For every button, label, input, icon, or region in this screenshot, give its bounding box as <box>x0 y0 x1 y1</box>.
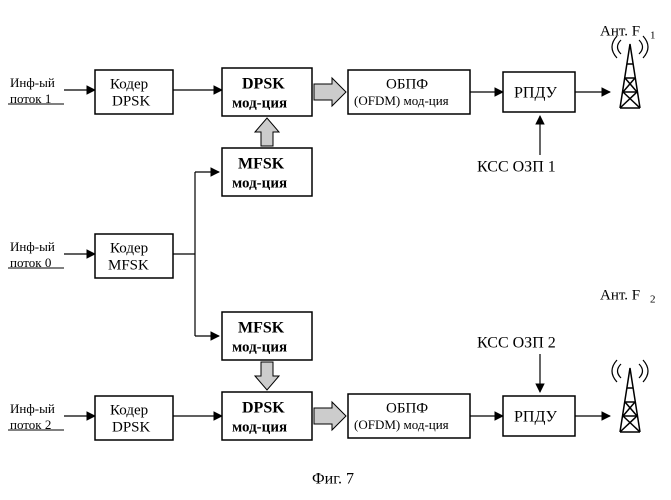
rpdu-2: РПДУ <box>503 396 575 436</box>
coder-dpsk-2: Кодер DPSK <box>95 396 173 440</box>
thick-arrow-dpsk1-ofdm1 <box>314 78 346 106</box>
coder-dpsk-2-l2: DPSK <box>112 419 151 435</box>
caption: Фиг. 7 <box>312 471 354 488</box>
branch-lines <box>173 172 219 336</box>
mfsk-mod-2-l2: мод-ция <box>232 339 287 355</box>
dpsk-mod-2: DPSK мод-ция <box>222 392 312 440</box>
ofdm-1: ОБПФ (OFDM) мод-ция <box>348 70 470 114</box>
dpsk-mod-1: DPSK мод-ция <box>222 68 312 116</box>
coder-dpsk-1: Кодер DPSK <box>95 70 173 114</box>
ant1-sub: 1 <box>650 30 656 42</box>
mfsk-mod-2: MFSK мод-ция <box>222 312 312 360</box>
kss-1-label: КСС ОЗП 1 <box>477 159 556 176</box>
coder-dpsk-1-l2: DPSK <box>112 93 151 109</box>
ofdm-2-l2: (OFDM) мод-ция <box>354 417 449 432</box>
ant2-label: Ант. F <box>600 287 640 303</box>
antenna-1: Ант. F 1 <box>600 23 656 108</box>
stream0-label-line1: Инф-ый <box>10 239 55 254</box>
antenna-2: Ант. F 2 <box>600 287 656 432</box>
thick-arrow-mfsk1-dpsk1 <box>255 118 279 146</box>
dpsk-mod-1-l1: DPSK <box>242 76 285 93</box>
ofdm-2-l1: ОБПФ <box>386 400 428 416</box>
thick-arrow-mfsk2-dpsk2 <box>255 362 279 390</box>
coder-dpsk-2-l1: Кодер <box>110 402 148 418</box>
kss-2-label: КСС ОЗП 2 <box>477 335 556 352</box>
stream1-label-line1: Инф-ый <box>10 75 55 90</box>
mfsk-mod-1: MFSK мод-ция <box>222 148 312 196</box>
dpsk-mod-1-l2: мод-ция <box>232 95 287 111</box>
ofdm-1-l1: ОБПФ <box>386 76 428 92</box>
mfsk-mod-1-l1: MFSK <box>238 156 285 173</box>
ant1-label: Ант. F <box>600 23 640 39</box>
coder-dpsk-1-l1: Кодер <box>110 76 148 92</box>
mfsk-mod-1-l2: мод-ция <box>232 175 287 191</box>
dpsk-mod-2-l2: мод-ция <box>232 419 287 435</box>
ofdm-2: ОБПФ (OFDM) мод-ция <box>348 394 470 438</box>
rpdu-1-label: РПДУ <box>514 85 558 102</box>
ant2-sub: 2 <box>650 294 656 306</box>
dpsk-mod-2-l1: DPSK <box>242 400 285 417</box>
thick-arrow-dpsk2-ofdm2 <box>314 402 346 430</box>
rpdu-1: РПДУ <box>503 72 575 112</box>
stream2-label-line1: Инф-ый <box>10 401 55 416</box>
coder-mfsk-0: Кодер MFSK <box>95 234 173 278</box>
coder-mfsk-0-l1: Кодер <box>110 240 148 256</box>
coder-mfsk-0-l2: MFSK <box>108 257 149 273</box>
ofdm-1-l2: (OFDM) мод-ция <box>354 93 449 108</box>
mfsk-mod-2-l1: MFSK <box>238 320 285 337</box>
rpdu-2-label: РПДУ <box>514 409 558 426</box>
